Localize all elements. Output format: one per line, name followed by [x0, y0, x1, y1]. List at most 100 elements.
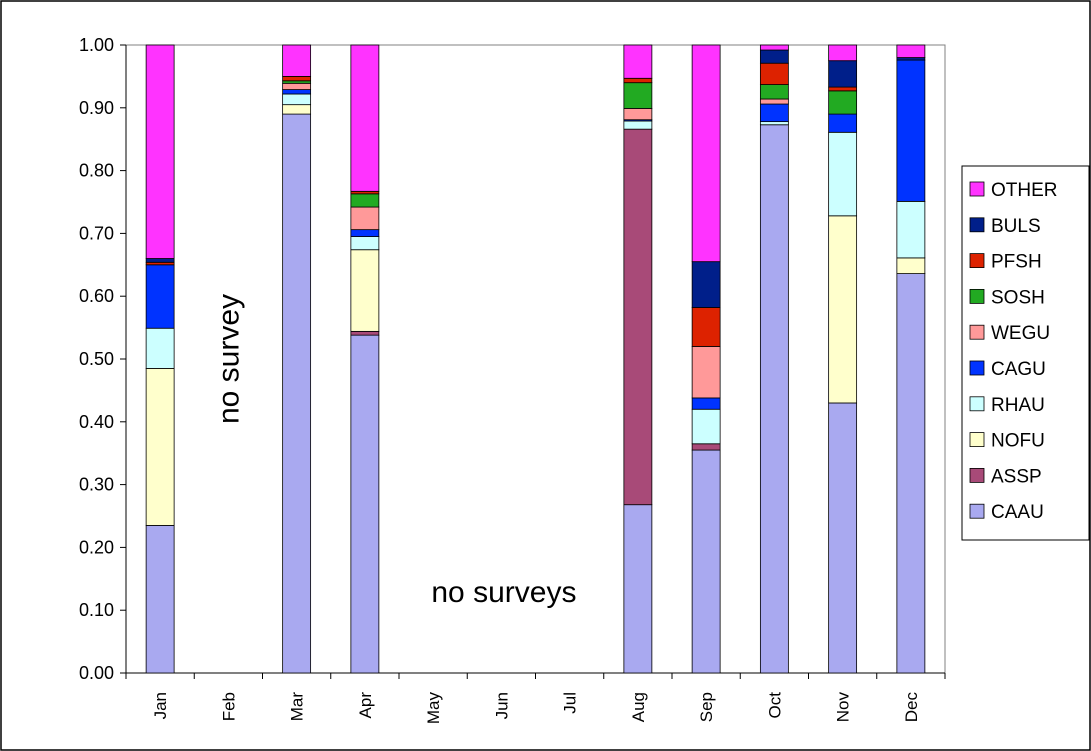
- annotation-no-survey: no survey: [212, 294, 245, 424]
- legend-label-pfsh: PFSH: [991, 252, 1042, 273]
- legend-label-caau: CAAU: [991, 502, 1044, 523]
- bar-segment-jan-buls: [145, 258, 175, 263]
- bar-segment-sep-cagu: [691, 397, 721, 410]
- bar-segment-apr-sosh: [350, 193, 380, 208]
- y-tick-label: 0.30: [79, 475, 114, 495]
- y-tick-label: 0.20: [79, 537, 114, 557]
- y-tick-label: 0.00: [79, 663, 114, 683]
- legend-label-nofu: NOFU: [991, 431, 1045, 452]
- y-tick-label: 0.90: [79, 98, 114, 118]
- bar-segment-sep-pfsh: [691, 307, 721, 347]
- bar-segment-aug-rhau: [623, 120, 653, 130]
- x-tick-label: Aug: [629, 692, 648, 722]
- bar-segment-dec-cagu: [896, 59, 926, 202]
- bar-segment-apr-nofu: [350, 249, 380, 332]
- bar-segment-nov-nofu: [828, 215, 858, 404]
- bar-segment-sep-wegu: [691, 346, 721, 399]
- plot-background: [125, 44, 946, 674]
- bar-segment-jan-nofu: [145, 368, 175, 526]
- bar-segment-nov-sosh: [828, 90, 858, 115]
- legend-swatch-pfsh: [969, 253, 985, 269]
- x-tick-label: Nov: [834, 692, 853, 723]
- bar-segment-apr-wegu: [350, 206, 380, 231]
- bar-segment-jan-other: [145, 44, 175, 259]
- x-tick-label: Dec: [902, 692, 921, 723]
- legend-label-wegu: WEGU: [991, 323, 1050, 344]
- legend-swatch-nofu: [969, 432, 985, 448]
- x-tick-label: Mar: [288, 692, 307, 722]
- bar-segment-jan-rhau: [145, 327, 175, 369]
- bar-segment-mar-wegu: [282, 82, 312, 90]
- bar-segment-oct-buls: [759, 49, 789, 64]
- bar-segment-apr-cagu: [350, 229, 380, 237]
- bar-segment-apr-other: [350, 44, 380, 192]
- legend-label-sosh: SOSH: [991, 287, 1045, 308]
- x-tick-label: Sep: [697, 692, 716, 722]
- x-tick-label: Apr: [356, 692, 375, 719]
- bar-segment-nov-buls: [828, 60, 858, 88]
- legend-label-rhau: RHAU: [991, 395, 1045, 416]
- bar-segment-oct-pfsh: [759, 62, 789, 85]
- x-tick-label: Jan: [151, 692, 170, 719]
- legend-label-buls: BULS: [991, 216, 1041, 237]
- x-tick-label: Oct: [765, 692, 784, 719]
- bar-segment-apr-assp: [350, 330, 380, 336]
- bar-segment-nov-pfsh: [828, 86, 858, 92]
- legend-swatch-wegu: [969, 324, 985, 340]
- y-tick-label: 1.00: [79, 35, 114, 55]
- legend-swatch-assp: [969, 467, 985, 483]
- bar-segment-mar-caau: [282, 113, 312, 674]
- bar-segment-oct-wegu: [759, 98, 789, 105]
- legend-swatch-other: [969, 181, 985, 197]
- legend-swatch-caau: [969, 503, 985, 519]
- bar-segment-oct-rhau: [759, 121, 789, 126]
- bar-segment-jan-caau: [145, 525, 175, 674]
- bar-segment-mar-cagu: [282, 89, 312, 95]
- bar-segment-sep-assp: [691, 443, 721, 451]
- bar-segment-dec-nofu: [896, 257, 926, 274]
- bar-segment-jan-cagu: [145, 264, 175, 329]
- bar-segment-aug-pfsh: [623, 77, 653, 84]
- bar-segment-sep-caau: [691, 449, 721, 674]
- bar-segment-nov-other: [828, 44, 858, 62]
- x-tick-label: May: [424, 692, 443, 725]
- legend: OTHER BULS PFSH SOSH WEGU CAGU RHAU NOFU ASSP CAA…: [961, 165, 1090, 541]
- bar-segment-nov-rhau: [828, 131, 858, 217]
- bar-segment-dec-other: [896, 44, 926, 58]
- legend-label-cagu: CAGU: [991, 359, 1046, 380]
- legend-label-other: OTHER: [991, 180, 1058, 201]
- bar-segment-mar-nofu: [282, 104, 312, 115]
- bar-segment-oct-cagu: [759, 103, 789, 123]
- bar-segment-sep-other: [691, 44, 721, 263]
- x-tick-label: Jul: [561, 692, 580, 714]
- bar-segment-dec-rhau: [896, 200, 926, 259]
- bar-segment-mar-other: [282, 44, 312, 77]
- bar-segment-aug-sosh: [623, 82, 653, 109]
- y-tick-label: 0.80: [79, 161, 114, 181]
- bar-segment-oct-other: [759, 44, 789, 51]
- annotation-no-surveys: no surveys: [431, 576, 576, 609]
- bar-segment-mar-pfsh: [282, 76, 312, 82]
- bar-segment-oct-sosh: [759, 84, 789, 100]
- y-tick-label: 0.70: [79, 223, 114, 243]
- plot-area: 0.00 0.10 0.20 0.30 0.40 0.50 0.60 0.70 0.80 0.90…: [79, 35, 946, 725]
- bar-segment-nov-caau: [828, 402, 858, 674]
- legend-swatch-sosh: [969, 288, 985, 304]
- x-tick-label: Jun: [492, 692, 511, 719]
- legend-swatch-rhau: [969, 396, 985, 412]
- bar-segment-aug-assp: [623, 128, 653, 506]
- bar-segment-aug-wegu: [623, 108, 653, 121]
- bar-segment-oct-caau: [759, 124, 789, 674]
- y-tick-label: 0.40: [79, 412, 114, 432]
- bar-segment-nov-cagu: [828, 113, 858, 133]
- bar-segment-sep-buls: [691, 261, 721, 308]
- bar-segment-apr-rhau: [350, 236, 380, 251]
- x-tick-label: Feb: [219, 692, 238, 721]
- y-tick-label: 0.50: [79, 349, 114, 369]
- bar-segment-mar-rhau: [282, 93, 312, 106]
- legend-swatch-buls: [969, 217, 985, 233]
- y-tick-label: 0.10: [79, 600, 114, 620]
- bar-segment-dec-caau: [896, 273, 926, 674]
